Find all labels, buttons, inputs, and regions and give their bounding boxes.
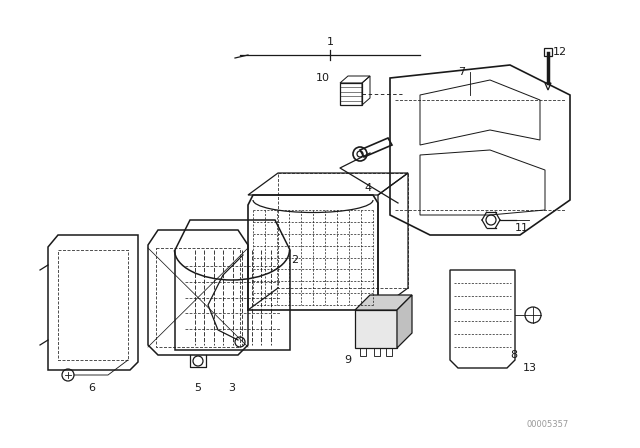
Text: 2: 2 [291,255,299,265]
Polygon shape [420,150,545,215]
Text: 9: 9 [344,355,351,365]
Bar [360,348,366,356]
Text: 10: 10 [316,73,330,83]
Text: 3: 3 [228,383,236,393]
Bar [340,83,362,105]
Text: 8: 8 [511,350,518,360]
Text: 12: 12 [553,47,567,57]
Text: 00005357: 00005357 [527,419,569,428]
Text: 6: 6 [88,383,95,393]
Text: 11: 11 [515,223,529,233]
Text: 4: 4 [364,183,372,193]
Polygon shape [420,80,540,145]
Text: 1: 1 [326,37,333,47]
Text: 5: 5 [195,383,202,393]
Text: 7: 7 [458,67,465,77]
Text: 13: 13 [523,363,537,373]
Bar [386,348,392,356]
Polygon shape [355,295,412,310]
Bar [355,310,397,348]
Bar [544,48,552,56]
Polygon shape [397,295,412,348]
Bar [374,348,380,356]
